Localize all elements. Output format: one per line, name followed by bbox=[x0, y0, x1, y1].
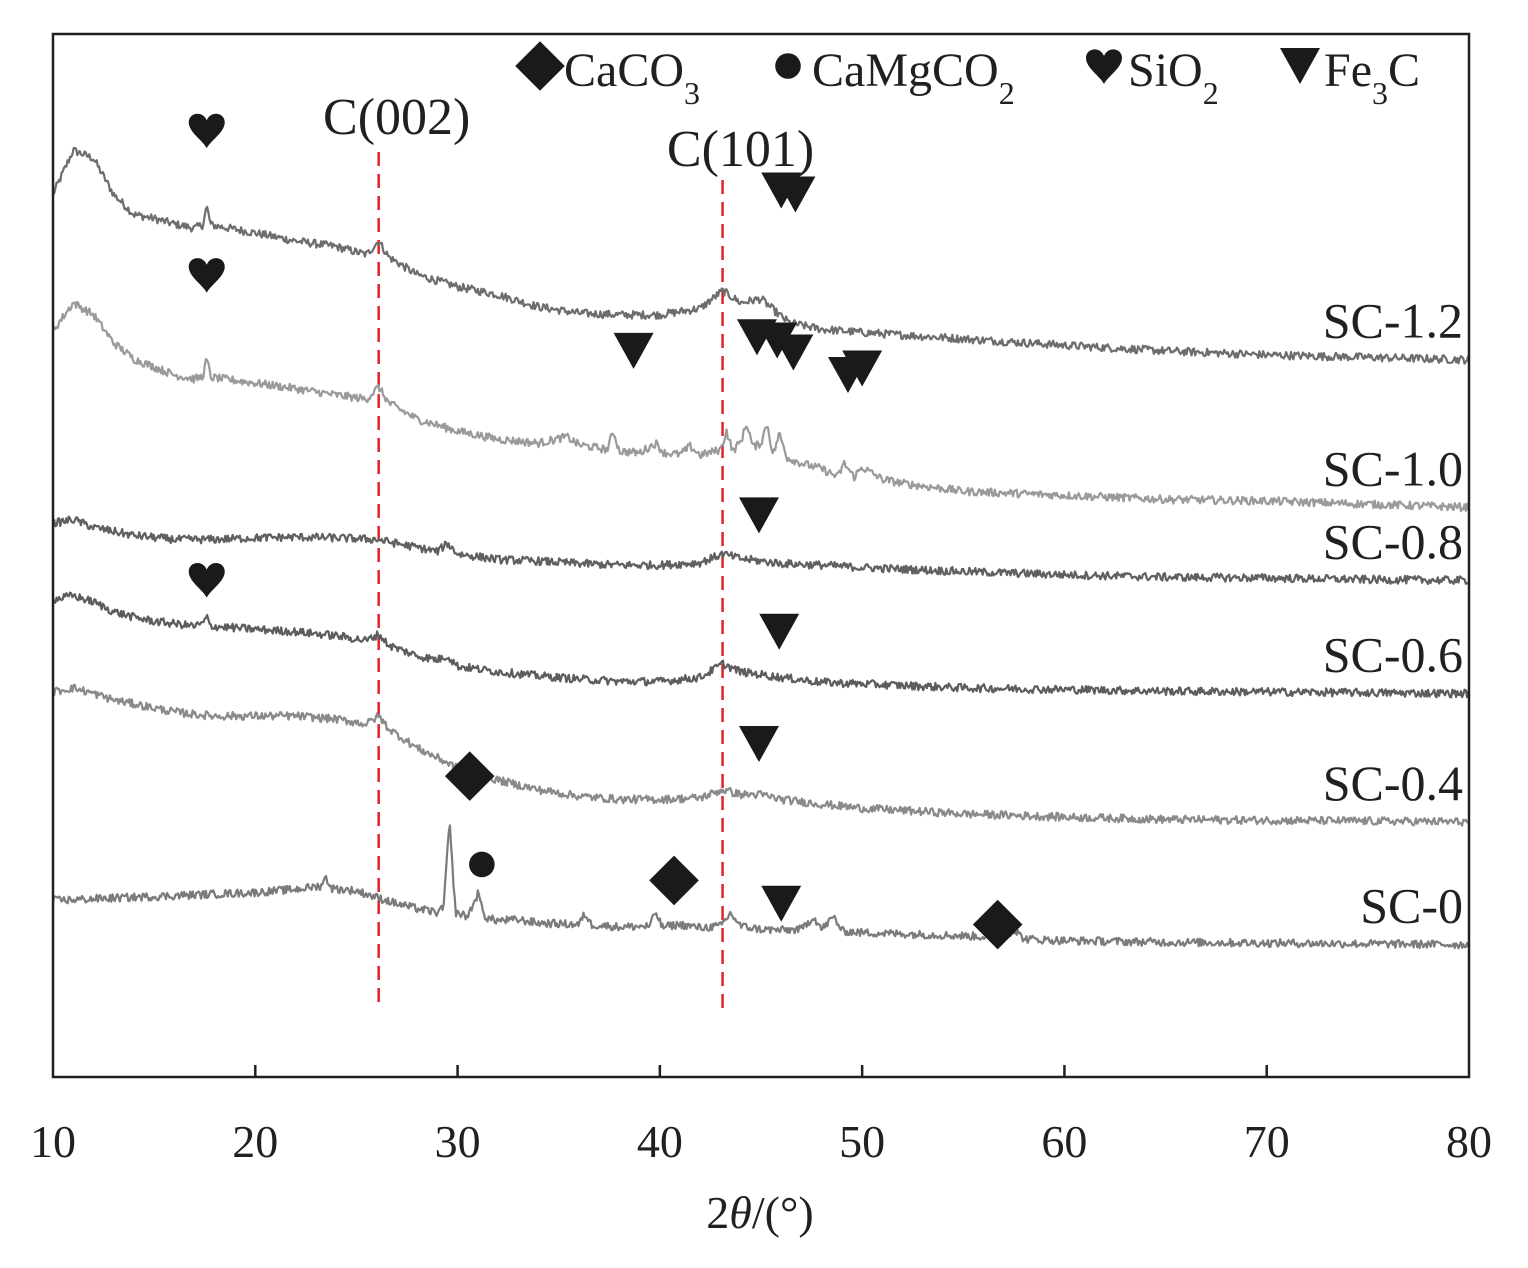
marker-heart-sc-0.6-1 bbox=[188, 562, 225, 598]
series-line-sc-0.8 bbox=[51, 515, 1469, 586]
x-axis-title: 2θ/(°) bbox=[706, 1187, 813, 1238]
reference-label-2: C(101) bbox=[667, 121, 814, 178]
series-line-sc-0.6 bbox=[51, 591, 1470, 699]
x-axis-title-theta: θ bbox=[729, 1187, 752, 1238]
reference-label-1: C(002) bbox=[323, 89, 470, 146]
marker-triangle-sc-0.8-1 bbox=[738, 497, 779, 534]
x-tick-label-70: 70 bbox=[1244, 1116, 1290, 1167]
x-axis-title-suffix: /(°) bbox=[752, 1187, 814, 1238]
series-label-sc-0.6: SC-0.6 bbox=[1323, 626, 1463, 682]
plot-frame bbox=[51, 32, 1471, 1079]
legend-label-1: CaCO3 bbox=[564, 44, 700, 111]
series-label-sc-1.2: SC-1.2 bbox=[1323, 293, 1463, 349]
marker-triangle-sc-0.6-2 bbox=[759, 613, 800, 650]
marker-heart-sc-1.0-1 bbox=[188, 258, 225, 293]
x-tick-label-30: 30 bbox=[435, 1116, 481, 1167]
legend-symbol-circle bbox=[775, 53, 801, 79]
series-labels: SC-1.2 SC-1.0 SC-0.8 SC-0.6 SC-0.4 SC-0 bbox=[1323, 293, 1463, 934]
legend-symbol-heart bbox=[1086, 49, 1122, 84]
legend-symbol-triangle bbox=[1280, 48, 1320, 84]
series-label-sc-0.8: SC-0.8 bbox=[1323, 513, 1463, 569]
phase-markers bbox=[188, 113, 1023, 950]
legend-symbol-diamond bbox=[515, 41, 565, 91]
series-label-sc-0: SC-0 bbox=[1360, 878, 1463, 934]
x-tick-label-20: 20 bbox=[232, 1116, 278, 1167]
marker-diamond-sc-0.4-2 bbox=[444, 751, 495, 801]
marker-triangle-sc-1.0-2 bbox=[613, 332, 654, 369]
x-axis: 10 20 30 40 50 60 70 80 bbox=[30, 1065, 1492, 1167]
legend-label-4: Fe3C bbox=[1324, 44, 1420, 111]
marker-diamond-sc-0-2 bbox=[649, 855, 699, 906]
series-lines bbox=[51, 146, 1470, 950]
marker-triangle-sc-1.2-3 bbox=[775, 176, 816, 213]
marker-triangle-sc-1.0-7 bbox=[842, 350, 883, 387]
marker-heart-sc-1.2-1 bbox=[188, 113, 225, 149]
legend: CaCO3 CaMgCO2 SiO2 Fe3C bbox=[515, 41, 1420, 111]
reference-lines: C(002) C(101) bbox=[323, 89, 814, 1010]
x-tick-label-10: 10 bbox=[30, 1116, 76, 1167]
x-tick-label-80: 80 bbox=[1446, 1116, 1492, 1167]
marker-diamond-sc-0-4 bbox=[972, 899, 1023, 950]
series-line-sc-1.2 bbox=[52, 146, 1470, 365]
marker-triangle-sc-0.4-1 bbox=[738, 726, 779, 763]
legend-label-3: SiO2 bbox=[1128, 44, 1219, 111]
marker-circle-sc-0-1 bbox=[469, 851, 495, 878]
x-tick-label-60: 60 bbox=[1041, 1116, 1087, 1167]
marker-triangle-sc-1.0-5 bbox=[773, 334, 814, 371]
x-tick-label-50: 50 bbox=[839, 1116, 885, 1167]
series-line-sc-1.0 bbox=[52, 300, 1470, 513]
legend-label-2: CaMgCO2 bbox=[812, 44, 1015, 111]
series-line-sc-0 bbox=[51, 824, 1470, 950]
marker-triangle-sc-0-3 bbox=[761, 885, 802, 922]
series-label-sc-1.0: SC-1.0 bbox=[1323, 440, 1463, 496]
x-tick-label-40: 40 bbox=[637, 1116, 683, 1167]
series-label-sc-0.4: SC-0.4 bbox=[1323, 755, 1463, 811]
series-line-sc-0.4 bbox=[52, 683, 1469, 827]
x-axis-title-prefix: 2 bbox=[706, 1187, 729, 1238]
